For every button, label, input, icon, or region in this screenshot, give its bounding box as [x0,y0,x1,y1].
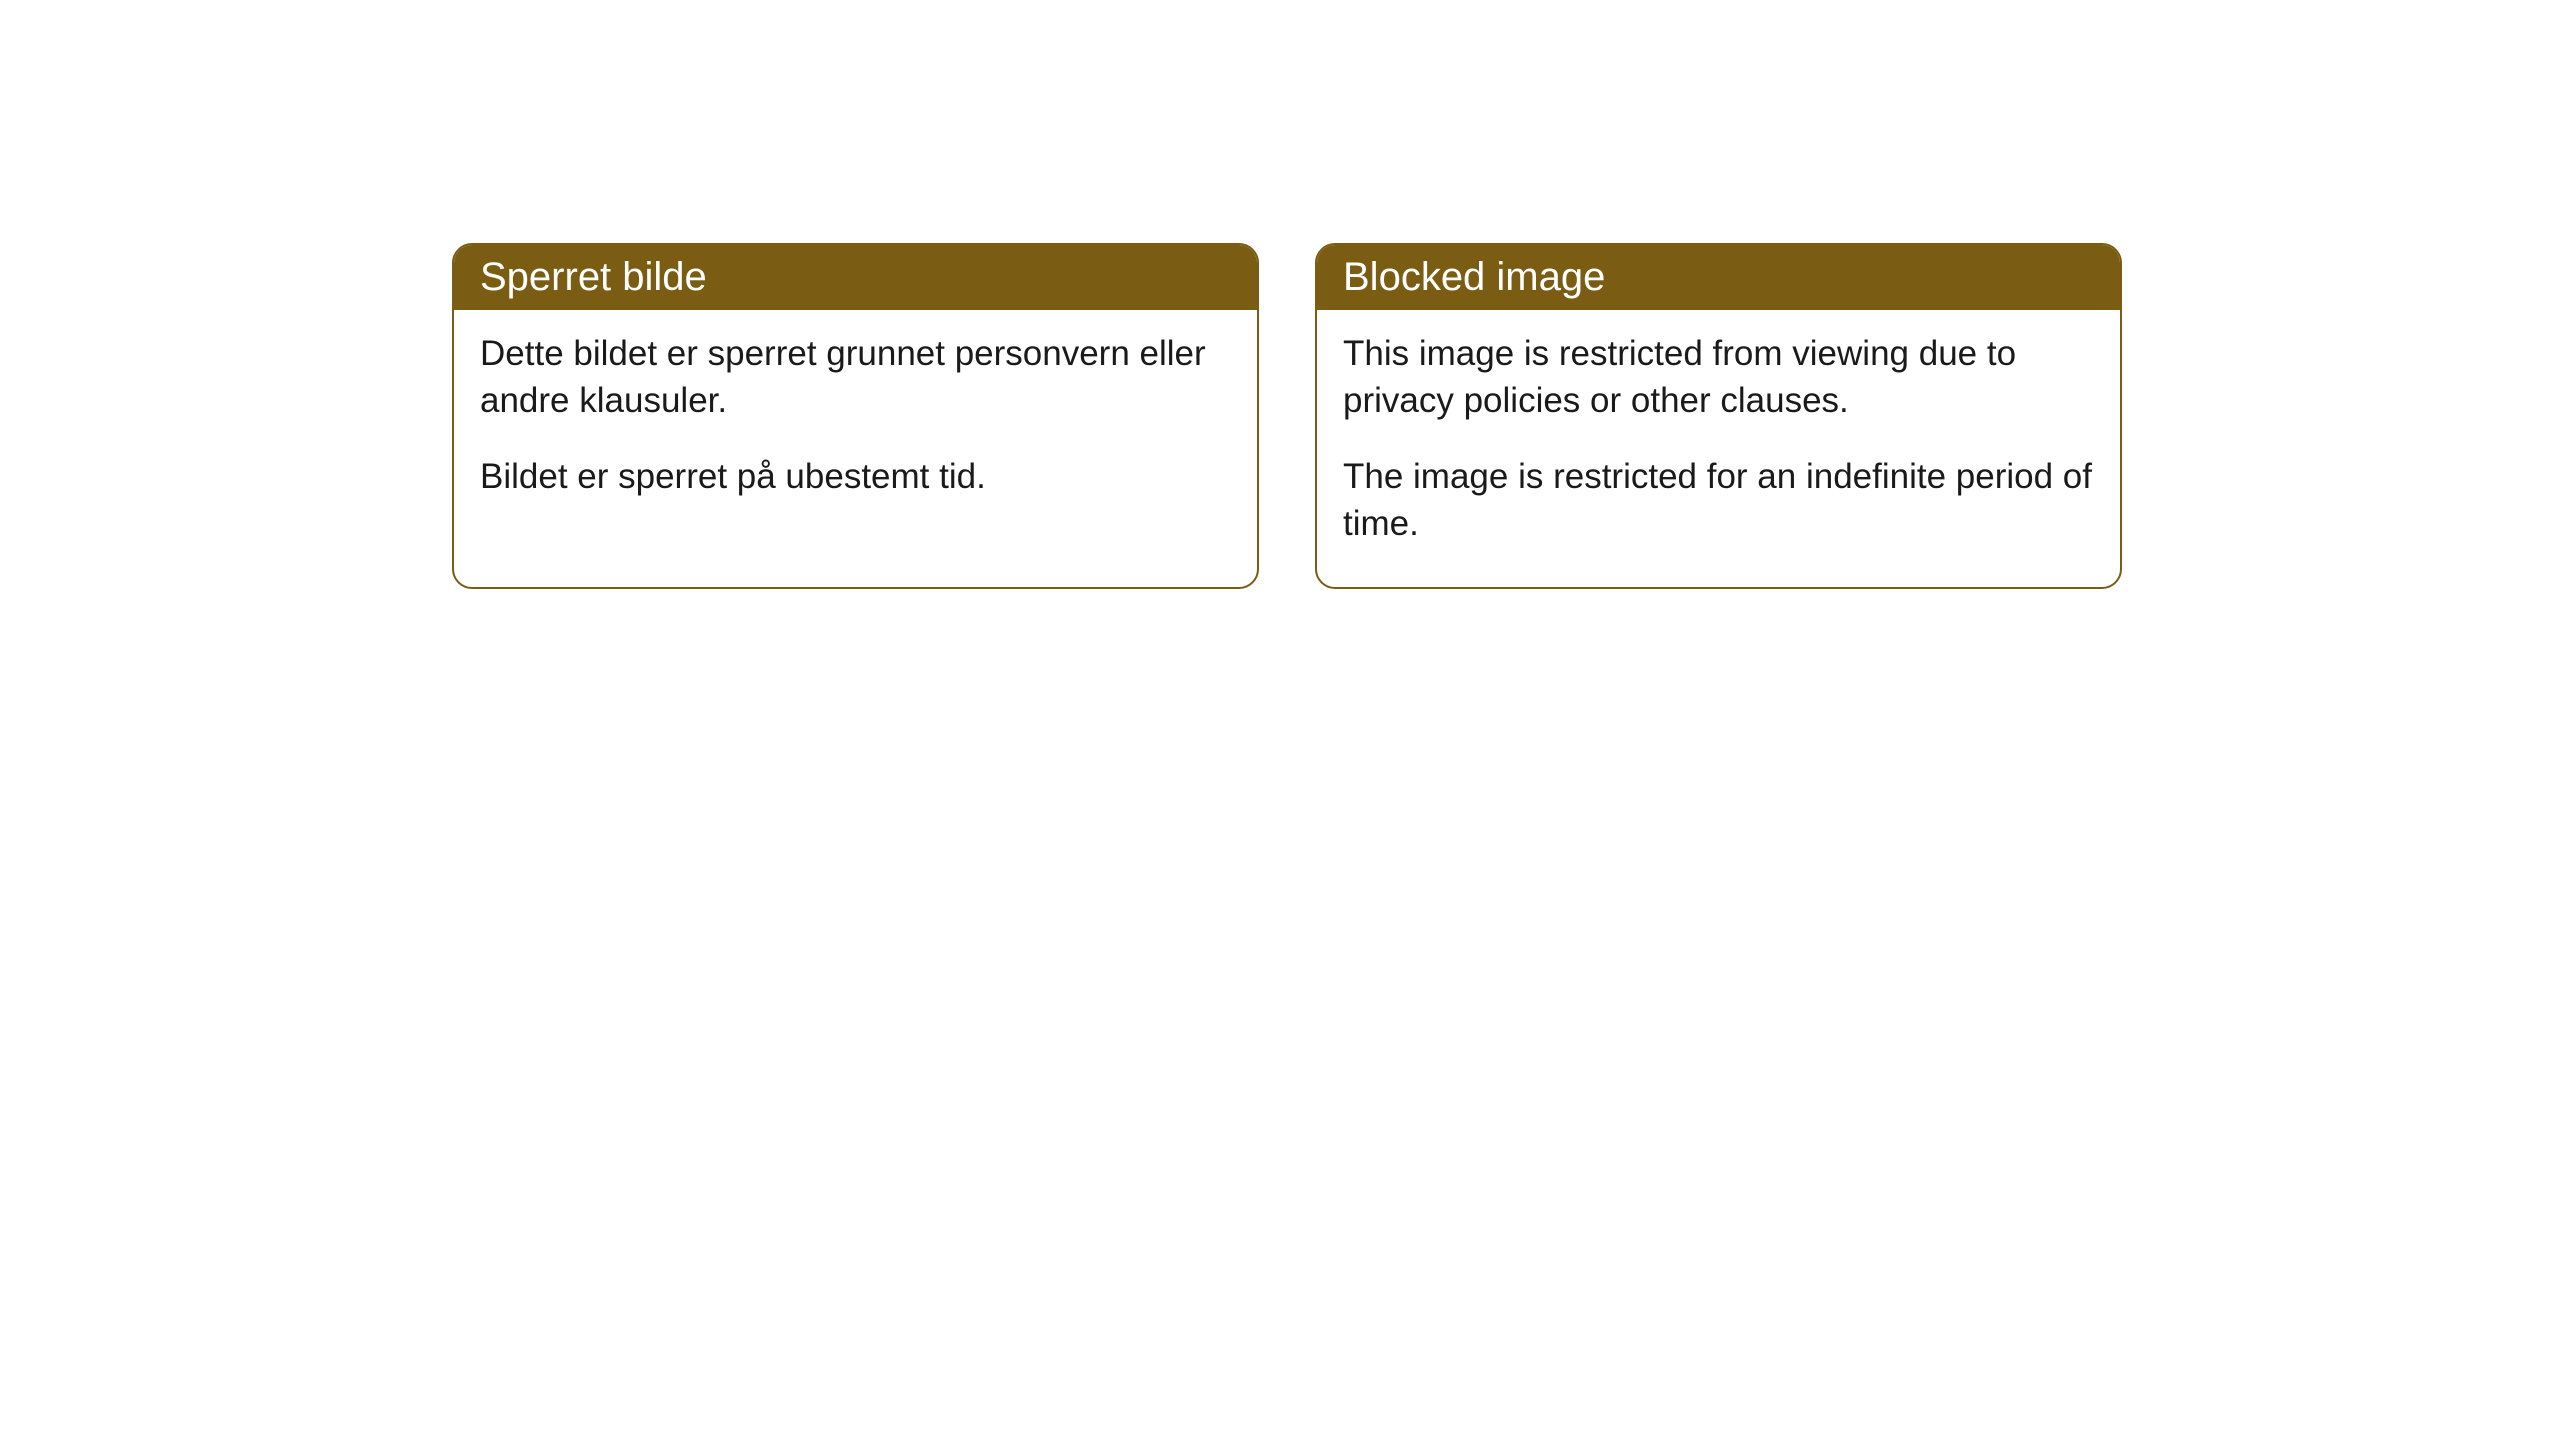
card-header-english: Blocked image [1317,245,2120,310]
card-body-norwegian: Dette bildet er sperret grunnet personve… [454,310,1257,540]
notice-paragraph-2: Bildet er sperret på ubestemt tid. [480,453,1231,500]
card-header-norwegian: Sperret bilde [454,245,1257,310]
notice-paragraph-1: This image is restricted from viewing du… [1343,330,2094,425]
card-title: Sperret bilde [480,255,707,299]
notice-paragraph-1: Dette bildet er sperret grunnet personve… [480,330,1231,425]
notice-paragraph-2: The image is restricted for an indefinit… [1343,453,2094,548]
notice-cards-container: Sperret bilde Dette bildet er sperret gr… [452,243,2122,589]
blocked-image-card-english: Blocked image This image is restricted f… [1315,243,2122,589]
blocked-image-card-norwegian: Sperret bilde Dette bildet er sperret gr… [452,243,1259,589]
card-body-english: This image is restricted from viewing du… [1317,310,2120,587]
card-title: Blocked image [1343,255,1605,299]
